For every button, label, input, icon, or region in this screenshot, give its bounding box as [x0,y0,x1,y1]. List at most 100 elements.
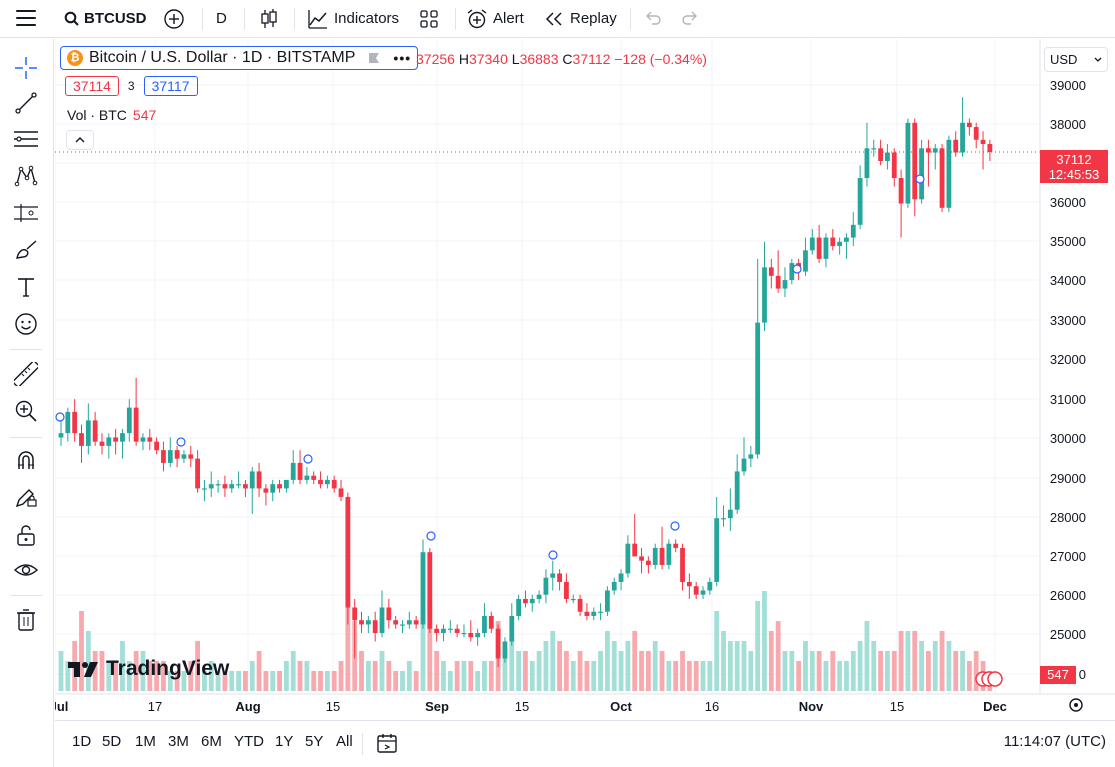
flag-icon[interactable] [367,51,381,65]
candle[interactable] [365,615,371,633]
candle[interactable] [973,122,979,149]
candle[interactable] [864,122,870,187]
candle[interactable] [987,139,993,162]
candle[interactable] [837,237,843,255]
range-1d-button[interactable]: 1D [72,733,92,750]
candle[interactable] [789,258,795,285]
range-ytd-button[interactable]: YTD [234,733,264,750]
candle[interactable] [270,479,276,502]
indicators-button[interactable]: Indicators [308,0,399,38]
candle[interactable] [304,467,310,485]
candle[interactable] [434,624,440,642]
candle[interactable] [85,403,91,455]
candle[interactable] [420,539,426,629]
candle[interactable] [509,603,515,646]
candle[interactable] [468,620,474,642]
candle[interactable] [543,569,549,604]
candle[interactable] [249,467,255,514]
measure-tool-button[interactable] [13,361,39,387]
range-5y-button[interactable]: 5Y [305,733,324,750]
candle[interactable] [850,212,856,247]
compare-symbol-button[interactable] [164,9,184,34]
candle[interactable] [359,611,364,633]
candle[interactable] [461,624,467,638]
candle[interactable] [256,462,262,497]
remove-drawings-button[interactable] [13,607,39,633]
event-marker-icon[interactable] [792,264,802,274]
event-marker-icon[interactable] [426,531,436,541]
price-chart[interactable]: 3900038000370003600035000340003300032000… [50,39,1115,719]
candle[interactable] [611,577,617,595]
range-6m-button[interactable]: 6M [201,733,222,750]
candle[interactable] [734,454,740,514]
candle[interactable] [263,484,269,506]
candle[interactable] [618,569,624,591]
candle[interactable] [536,590,542,604]
candle[interactable] [844,233,849,259]
candle[interactable] [693,581,699,599]
candle[interactable] [126,399,132,442]
candle[interactable] [290,450,296,485]
candle[interactable] [905,118,911,208]
candle[interactable] [809,229,815,255]
chart-type-button[interactable] [259,8,279,35]
candle[interactable] [823,233,829,268]
layouts-button[interactable] [419,9,439,34]
lock-drawings-button[interactable] [13,522,39,548]
candle[interactable] [495,624,501,667]
economic-event-icon[interactable] [987,671,1003,687]
candle[interactable] [413,615,419,629]
utc-clock[interactable]: 11:14:07 (UTC) [1003,733,1106,750]
candle[interactable] [523,590,528,608]
candle[interactable] [953,131,959,157]
candle[interactable] [652,543,658,570]
candle[interactable] [980,131,986,170]
candle[interactable] [352,598,358,659]
candle[interactable] [830,229,836,251]
candle[interactable] [318,471,323,489]
candle[interactable] [120,428,125,459]
chart-pane[interactable]: 3900038000370003600035000340003300032000… [50,39,1115,719]
candle[interactable] [406,611,412,629]
candle[interactable] [400,620,405,633]
candle[interactable] [755,258,761,459]
candle[interactable] [283,479,289,493]
tradingview-logo[interactable]: TradingView [68,657,229,681]
candle[interactable] [65,407,71,442]
candle[interactable] [188,445,194,468]
candle[interactable] [92,411,98,446]
candle[interactable] [161,441,166,472]
candle[interactable] [181,450,187,463]
candle[interactable] [441,624,446,642]
sell-price-button[interactable]: 37114 [65,76,119,96]
range-1y-button[interactable]: 1Y [275,733,294,750]
candle[interactable] [167,437,173,468]
candle[interactable] [748,445,754,468]
pattern-tool-button[interactable] [13,163,39,189]
zoom-in-tool-button[interactable] [13,398,39,424]
event-marker-icon[interactable] [176,437,186,447]
candle[interactable] [898,169,904,238]
candle[interactable] [803,237,808,276]
currency-select[interactable]: USD [1044,47,1108,72]
candle[interactable] [673,539,679,553]
candle[interactable] [482,603,487,638]
candle[interactable] [605,586,610,616]
event-marker-icon[interactable] [55,412,65,422]
candle[interactable] [577,594,583,616]
candle[interactable] [106,433,112,459]
candle[interactable] [625,535,631,578]
emoji-tool-button[interactable] [13,311,39,337]
candle[interactable] [208,471,214,497]
keep-drawing-button[interactable] [13,484,39,510]
candle[interactable] [762,241,767,332]
more-options-icon[interactable]: ••• [393,50,412,66]
candle[interactable] [932,144,938,170]
go-to-date-button[interactable] [376,732,398,759]
candle[interactable] [99,433,105,455]
candle[interactable] [570,594,576,604]
candle[interactable] [372,611,378,642]
candle[interactable] [454,624,460,638]
replay-button[interactable]: Replay [545,0,617,38]
candle[interactable] [229,479,235,493]
